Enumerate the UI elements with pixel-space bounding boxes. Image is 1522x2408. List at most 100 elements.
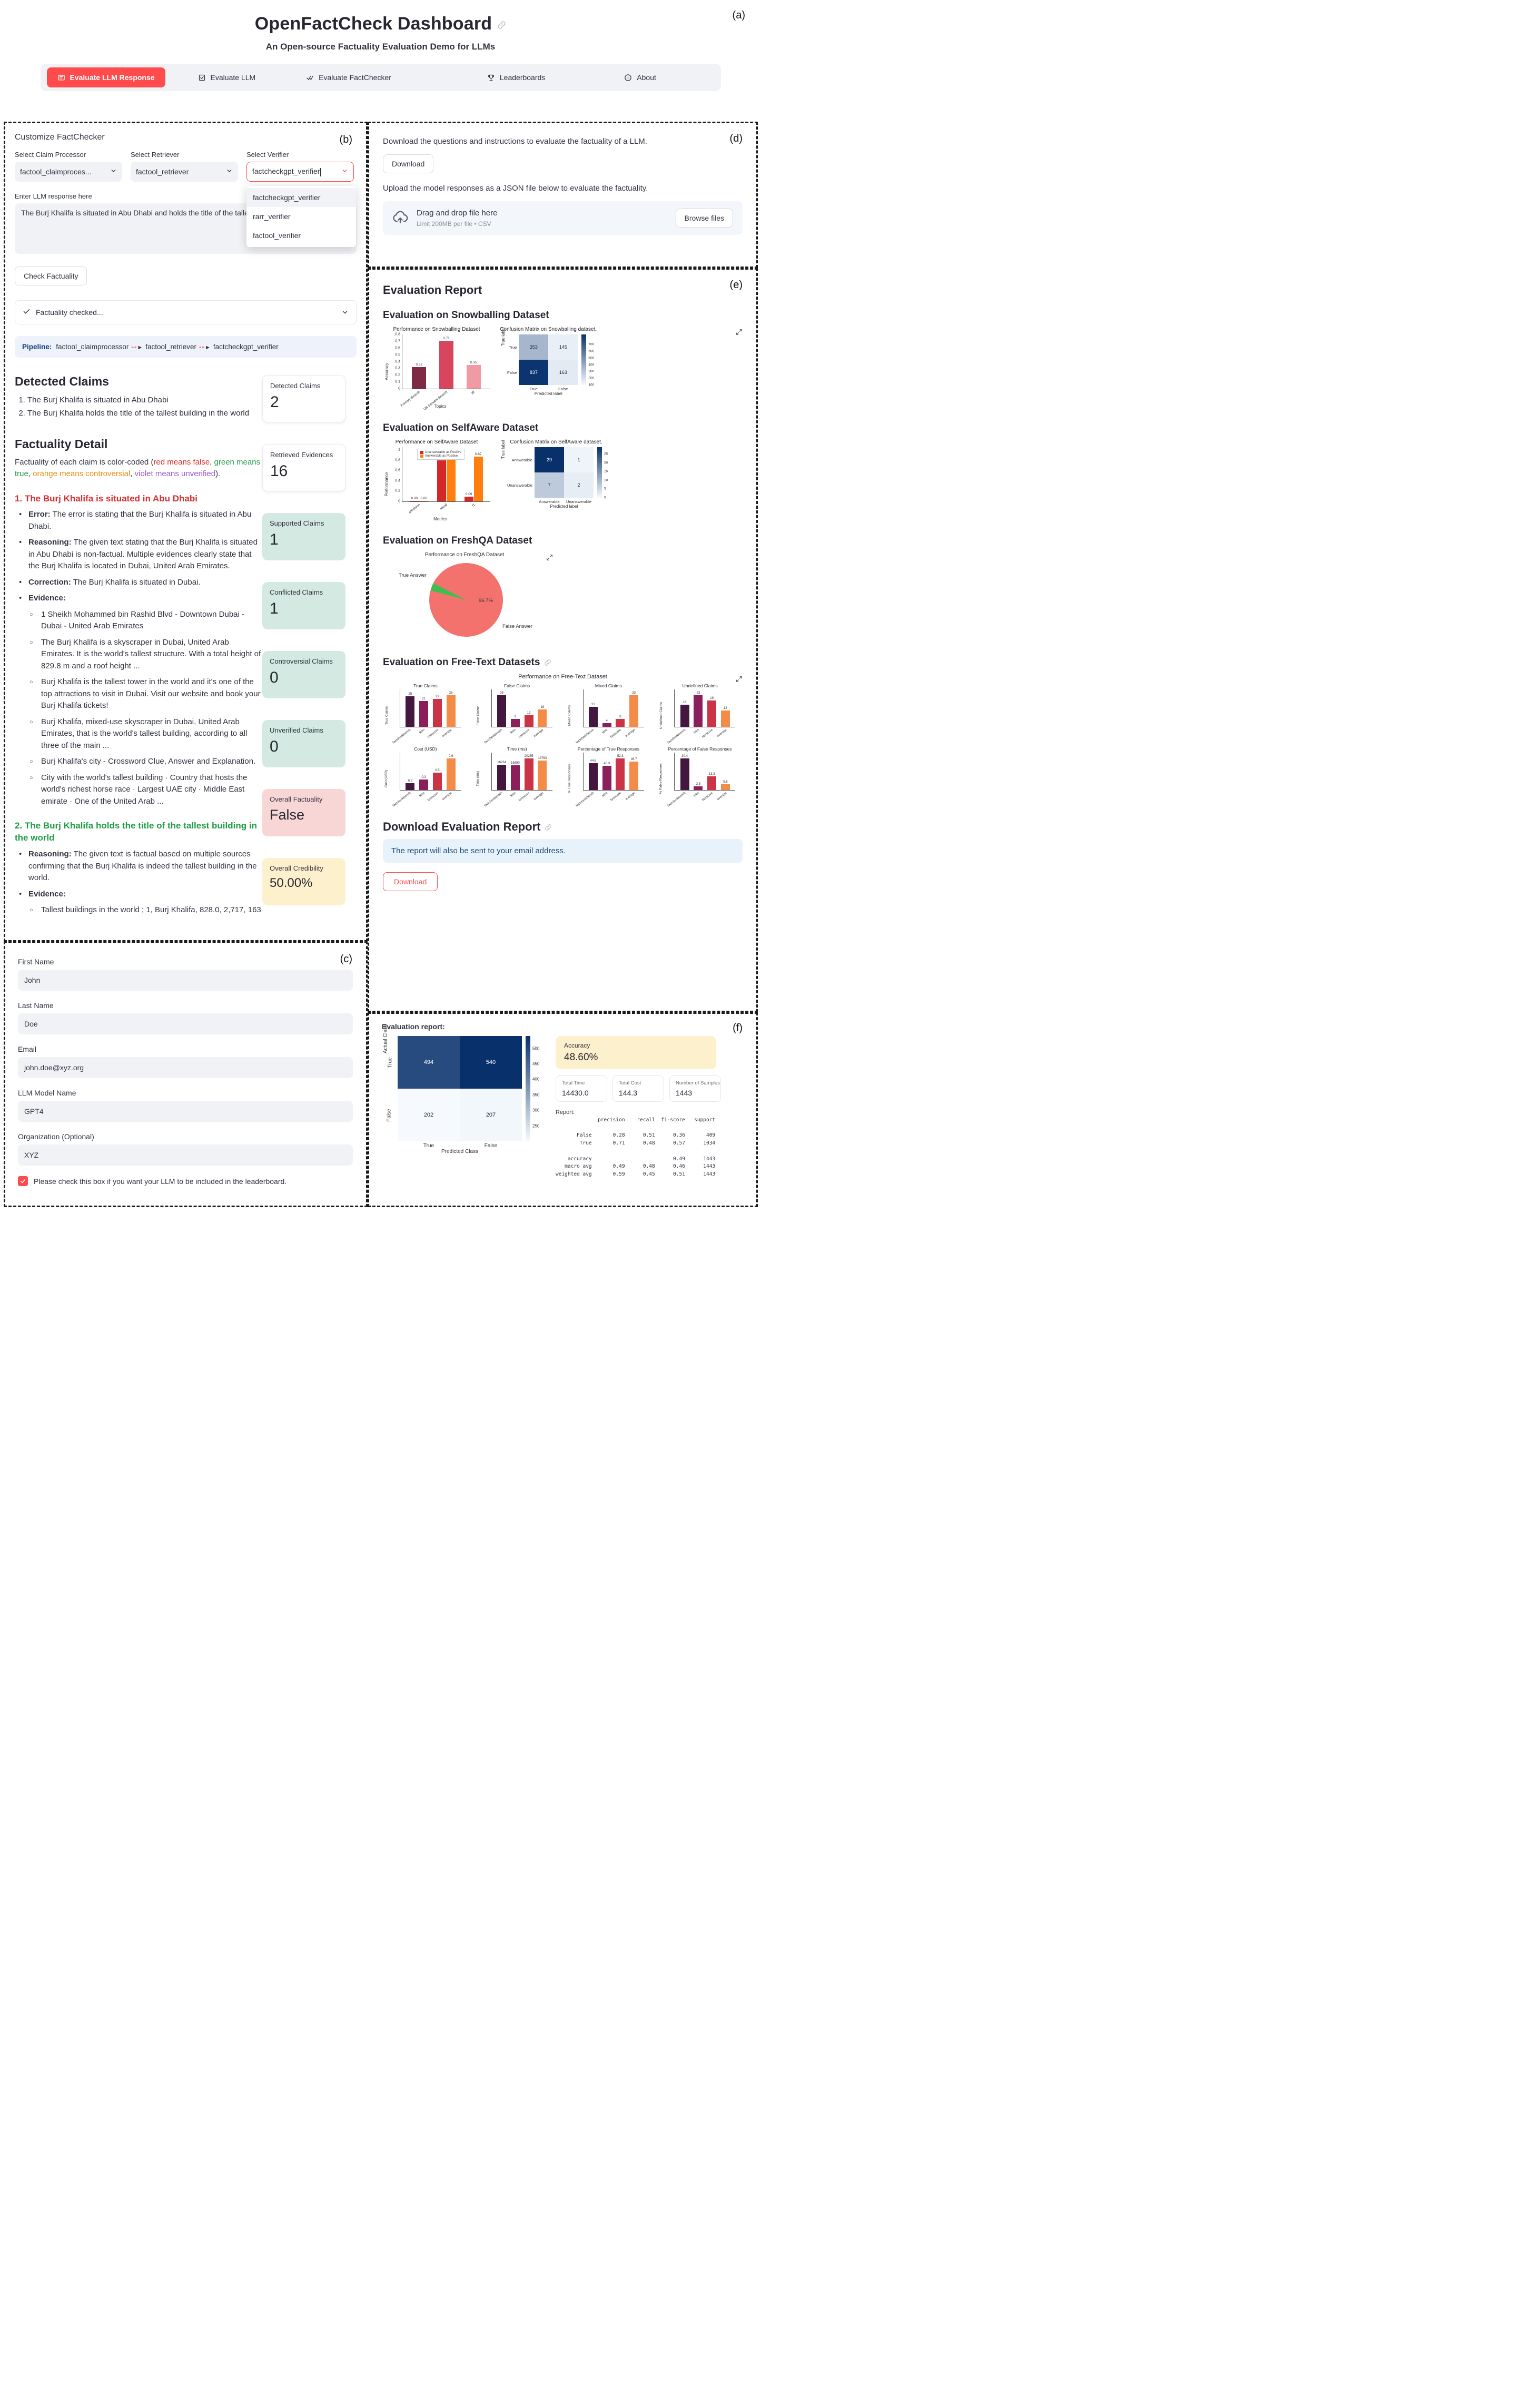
fullscreen-icon[interactable] bbox=[736, 676, 743, 685]
pipeline-arrow-icon: --► bbox=[131, 343, 143, 351]
upload-responses-panel: (d) Download the questions and instructi… bbox=[368, 122, 758, 268]
metric-overall-credibility: Overall Credibility 50.00% bbox=[262, 858, 345, 905]
openfactcheck-dashboard-page: (a) OpenFactCheck Dashboard An Open-sour… bbox=[0, 0, 761, 1207]
verifier-value: factcheckgpt_verifier bbox=[252, 167, 320, 176]
tab-label: Evaluate LLM Response bbox=[70, 73, 155, 82]
chevron-down-icon bbox=[341, 309, 349, 316]
claim-detail-item: Evidence: Tallest buildings in the world… bbox=[15, 889, 264, 916]
dropdown-option-factcheckgpt-verifier[interactable]: factcheckgpt_verifier bbox=[246, 188, 356, 207]
tab-evaluate-llm[interactable]: Evaluate LLM bbox=[198, 73, 256, 82]
link-icon[interactable] bbox=[497, 21, 506, 29]
claim-processor-select[interactable]: factool_claimproces... bbox=[15, 162, 122, 182]
metric-unverified-claims: Unverified Claims 0 bbox=[262, 720, 345, 767]
last-name-input[interactable] bbox=[18, 1013, 353, 1034]
claim2-details: Reasoning: The given text is factual bas… bbox=[15, 848, 264, 916]
snowballing-performance-chart: Performance on Snowballing Dataset Accura… bbox=[383, 327, 490, 411]
metric-retrieved-evidences: Retrieved Evidences 16 bbox=[262, 444, 345, 491]
panel-label-d: (d) bbox=[729, 133, 743, 144]
info-icon bbox=[624, 74, 632, 82]
dropzone-limit: Limit 200MB per file • CSV bbox=[417, 220, 491, 228]
file-dropzone[interactable]: Drag and drop file here Limit 200MB per … bbox=[383, 201, 743, 235]
dropzone-title: Drag and drop file here bbox=[417, 209, 498, 218]
factuality-detail-heading: Factuality Detail bbox=[15, 437, 108, 451]
evaluation-report-summary-panel: (f) Evaluation report: Actual Class True F… bbox=[368, 1012, 758, 1207]
tab-evaluate-llm-response[interactable]: Evaluate LLM Response bbox=[46, 67, 165, 87]
evidence-item: City with the world's tallest building ·… bbox=[28, 772, 264, 808]
claim-detail-item: Reasoning: The given text is factual bas… bbox=[15, 848, 264, 884]
claim-item: The Burj Khalifa holds the title of the … bbox=[27, 407, 264, 420]
user-info-form: First Name Last Name Email LLM Model Nam… bbox=[5, 943, 366, 1186]
verifier-dropdown-menu: factcheckgpt_verifier rarr_verifier fact… bbox=[246, 186, 356, 247]
factuality-status-expander[interactable]: Factuality checked... bbox=[15, 300, 357, 324]
llm-model-name-field-group: LLM Model Name bbox=[18, 1089, 353, 1122]
download-report-heading: Download Evaluation Report bbox=[383, 820, 743, 834]
dropdown-option-factool-verifier[interactable]: factool_verifier bbox=[253, 231, 301, 240]
claim-processor-group: Select Claim Processor factool_claimproc… bbox=[15, 151, 122, 182]
claim2-evidence-list: Tallest buildings in the world ; 1, Burj… bbox=[28, 904, 264, 916]
freshqa-charts: Performance on FreshQA Dataset 96.7% True … bbox=[383, 552, 743, 643]
dropdown-option-rarr-verifier[interactable]: rarr_verifier bbox=[253, 212, 291, 221]
response-card-icon bbox=[57, 74, 65, 82]
leaderboard-checkbox-row: Please check this box if you want your L… bbox=[18, 1176, 353, 1186]
retriever-select[interactable]: factool_retriever bbox=[131, 162, 238, 182]
customize-heading: Customize FactChecker bbox=[15, 133, 105, 142]
chevron-down-icon bbox=[226, 167, 233, 176]
panel-label-a: (a) bbox=[732, 9, 745, 21]
detected-claims-list: The Burj Khalifa is situated in Abu Dhab… bbox=[15, 394, 264, 420]
selfaware-charts: Performance on SelfAware Dataset Performa… bbox=[383, 439, 743, 521]
metric-conflicted-claims: Conflicted Claims 1 bbox=[262, 582, 345, 629]
claim-detail-item: Evidence: 1 Sheikh Mohammed bin Rashid B… bbox=[15, 593, 264, 807]
leaderboard-checkbox-label: Please check this box if you want your L… bbox=[34, 1177, 287, 1186]
check-factuality-button[interactable]: Check Factuality bbox=[15, 267, 87, 285]
metric-controversial-claims: Controversial Claims 0 bbox=[262, 651, 345, 698]
verifier-label: Select Verifier bbox=[246, 151, 289, 159]
page-title: OpenFactCheck Dashboard bbox=[0, 14, 761, 34]
leaderboard-checkbox[interactable] bbox=[18, 1176, 28, 1186]
claim-item: The Burj Khalifa is situated in Abu Dhab… bbox=[27, 394, 264, 407]
pipeline-step: factool_claimprocessor bbox=[56, 343, 129, 351]
browse-files-button[interactable]: Browse files bbox=[675, 209, 733, 228]
fullscreen-icon[interactable] bbox=[546, 554, 553, 564]
download-questions-button[interactable]: Download bbox=[383, 154, 434, 173]
final-confusion-chart: Actual Class True False 494 540 202 207 True Fal… bbox=[382, 1024, 541, 1179]
evidence-item: Tallest buildings in the world ; 1, Burj… bbox=[28, 904, 264, 916]
evidence-item: Burj Khalifa, mixed-use skyscraper in Du… bbox=[28, 716, 264, 752]
evidence-item: The Burj Khalifa is a skyscraper in Duba… bbox=[28, 637, 264, 673]
fullscreen-icon[interactable] bbox=[736, 329, 743, 338]
organization-input[interactable] bbox=[18, 1144, 353, 1166]
chevron-down-icon bbox=[341, 167, 348, 176]
tab-evaluate-factchecker[interactable]: Evaluate FactChecker bbox=[306, 73, 391, 82]
factuality-legend: Factuality of each claim is color-coded … bbox=[15, 457, 261, 479]
claim-detail-item: Error: The error is stating that the Bur… bbox=[15, 509, 264, 532]
customize-factchecker-panel: (b) Customize FactChecker Select Claim P… bbox=[4, 122, 368, 942]
first-name-input[interactable] bbox=[18, 970, 353, 991]
claim-processor-label: Select Claim Processor bbox=[15, 151, 86, 159]
link-icon[interactable] bbox=[545, 824, 552, 831]
factchecker-selects: Select Claim Processor factool_claimproc… bbox=[5, 151, 366, 247]
claim1-heading: 1. The Burj Khalifa is situated in Abu D… bbox=[15, 493, 197, 504]
llm-response-label: Enter LLM response here bbox=[15, 192, 92, 200]
evidence-item: Burj Khalifa is the tallest tower in the… bbox=[28, 676, 264, 712]
report-label: Report: bbox=[556, 1109, 575, 1116]
evaluation-report-label: Evaluation report: bbox=[382, 1022, 445, 1031]
link-icon[interactable] bbox=[544, 659, 551, 666]
metrics-column: Detected Claims 2 Retrieved Evidences 16… bbox=[262, 375, 345, 927]
total-time-metric: Total Time 14430.0 bbox=[556, 1075, 607, 1102]
tab-label: Evaluate LLM bbox=[210, 73, 256, 82]
true-responses-chart: Percentage of True Responses% True Respo… bbox=[566, 746, 651, 807]
tab-about[interactable]: About bbox=[624, 73, 656, 82]
tab-leaderboards[interactable]: Leaderboards bbox=[487, 73, 545, 82]
download-report-button[interactable]: Download bbox=[383, 872, 438, 891]
classification-report: precision recall f1-score support False … bbox=[556, 1117, 716, 1178]
tab-label: Leaderboards bbox=[499, 73, 546, 82]
organization-field-group: Organization (Optional) bbox=[18, 1132, 353, 1166]
email-field-group: Email bbox=[18, 1045, 353, 1078]
pipeline-label: Pipeline: bbox=[22, 343, 52, 351]
email-input[interactable] bbox=[18, 1057, 353, 1078]
claim1-details: Error: The error is stating that the Bur… bbox=[15, 509, 264, 807]
llm-model-name-input[interactable] bbox=[18, 1101, 353, 1122]
verifier-select[interactable]: factcheckgpt_verifier bbox=[246, 162, 354, 182]
freetext-charts: Performance on Free-Text Dataset True Cl… bbox=[383, 674, 743, 807]
freshqa-performance-chart: Performance on FreshQA Dataset 96.7% True … bbox=[383, 552, 546, 643]
nav-tabs: Evaluate LLM Response Evaluate LLM Evalu… bbox=[40, 64, 721, 91]
